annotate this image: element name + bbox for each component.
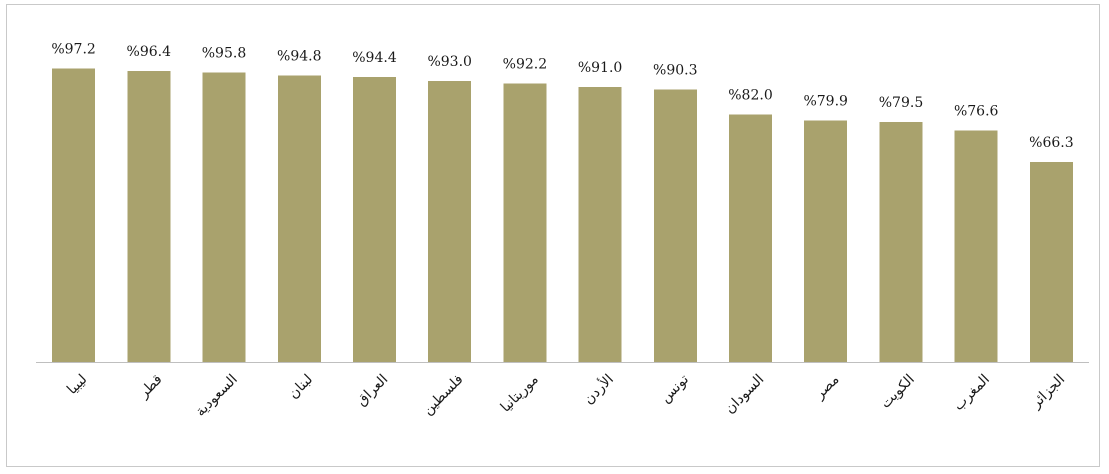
data-label-8: %91.0 bbox=[578, 60, 622, 76]
category-label-6: فلسطين bbox=[420, 372, 467, 419]
category-label-10: السودان bbox=[722, 372, 767, 417]
bars-layer bbox=[52, 68, 1073, 363]
data-label-2: %96.4 bbox=[127, 44, 172, 60]
bar-chart: %97.2 %96.4 %95.8 %94.8 %94.4 %93.0 %92.2 %91.0… bbox=[36, 42, 1089, 420]
category-label-13: المغرب bbox=[951, 372, 993, 414]
data-label-4: %94.8 bbox=[277, 49, 321, 65]
data-label-5: %94.4 bbox=[352, 50, 397, 66]
data-label-14: %66.3 bbox=[1029, 135, 1073, 151]
data-label-11: %79.9 bbox=[803, 94, 847, 110]
bar-4 bbox=[277, 75, 321, 362]
data-label-10: %82.0 bbox=[728, 87, 772, 103]
data-label-7: %92.2 bbox=[503, 57, 547, 73]
bar-10 bbox=[729, 114, 772, 363]
data-label-6: %93.0 bbox=[427, 54, 471, 70]
chart-frame: %97.2 %96.4 %95.8 %94.8 %94.4 %93.0 %92.2 %91.0… bbox=[6, 4, 1100, 467]
category-label-9: تونس bbox=[658, 371, 693, 406]
data-label-12: %79.5 bbox=[879, 95, 923, 111]
data-label-9: %90.3 bbox=[653, 62, 697, 78]
category-labels-layer: ليبيا قطر السعودية لبنان العراق فلسطين موريتان… bbox=[64, 370, 1068, 420]
value-labels-layer: %97.2 %96.4 %95.8 %94.8 %94.4 %93.0 %92.2 %91.0… bbox=[51, 42, 1073, 151]
data-label-13: %76.6 bbox=[954, 104, 999, 120]
bar-2 bbox=[127, 70, 171, 363]
data-label-3: %95.8 bbox=[202, 46, 246, 62]
category-label-5: العراق bbox=[354, 372, 392, 410]
bar-7 bbox=[503, 83, 547, 362]
bar-3 bbox=[202, 72, 246, 362]
bar-11 bbox=[804, 120, 848, 362]
bar-12 bbox=[879, 121, 923, 363]
bar-6 bbox=[428, 81, 472, 362]
bar-8 bbox=[578, 87, 622, 362]
bar-13 bbox=[954, 130, 998, 362]
bar-5 bbox=[353, 76, 396, 363]
category-label-12: الكويت bbox=[878, 372, 918, 412]
category-label-14: الجزائر bbox=[1028, 372, 1069, 413]
category-label-2: قطر bbox=[135, 372, 165, 402]
category-label-1: ليبيا bbox=[64, 372, 90, 398]
data-label-1: %97.2 bbox=[51, 42, 95, 58]
category-label-7: موريتانيا bbox=[498, 372, 542, 416]
bar-14 bbox=[1029, 161, 1073, 362]
bar-9 bbox=[653, 89, 697, 363]
category-label-8: الأردن bbox=[579, 370, 617, 408]
category-label-4: لبنان bbox=[286, 372, 317, 403]
category-label-3: السعودية bbox=[193, 372, 241, 420]
category-label-11: مصر bbox=[811, 372, 842, 403]
bar-1 bbox=[52, 68, 96, 362]
